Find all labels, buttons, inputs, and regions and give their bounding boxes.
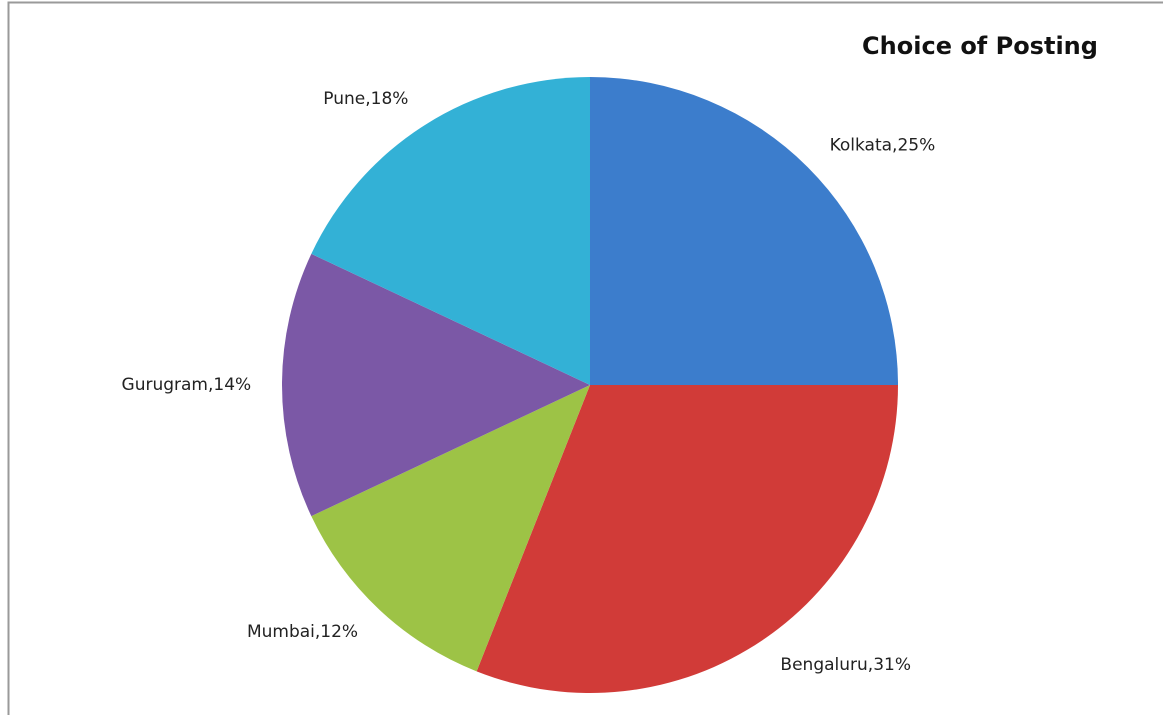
data-label: Kolkata,25%: [830, 135, 936, 155]
pie-slice: [311, 77, 590, 385]
data-label: Bengaluru,31%: [780, 655, 911, 675]
data-label: Mumbai,12%: [247, 622, 358, 642]
pie-slice: [590, 77, 898, 385]
data-label: Pune,18%: [323, 89, 408, 109]
pie-slice: [311, 385, 590, 672]
data-label: Gurugram,14%: [122, 375, 252, 395]
pie-slice: [476, 385, 898, 694]
pie-slice: [282, 253, 590, 517]
chart-title: Choice of Posting: [862, 32, 1098, 60]
